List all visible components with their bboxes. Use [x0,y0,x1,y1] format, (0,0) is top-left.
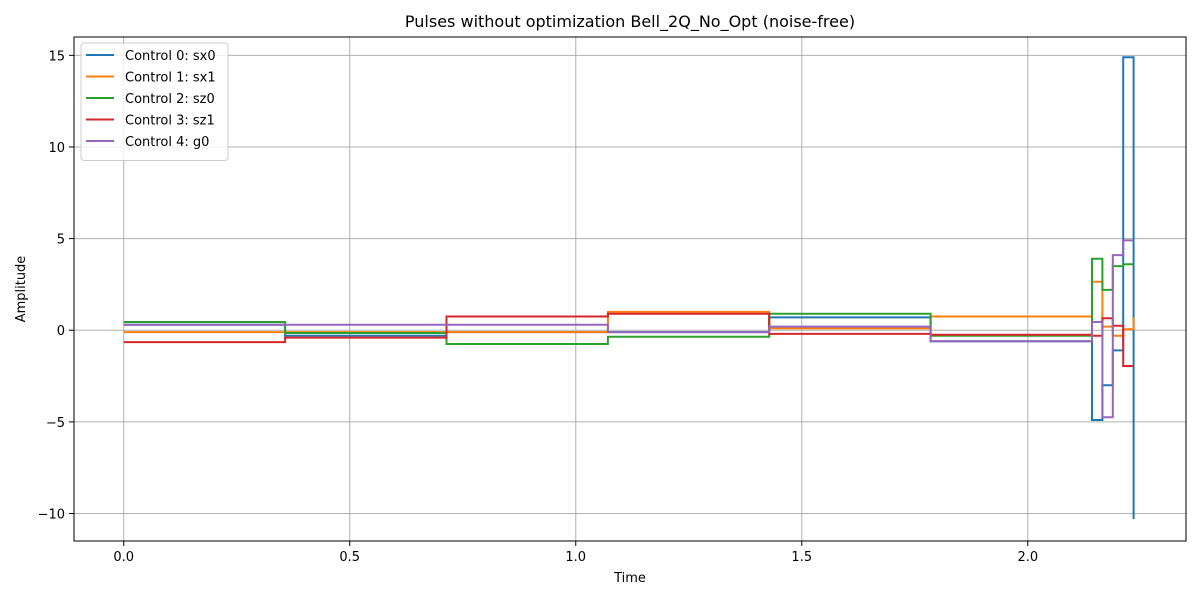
legend: Control 0: sx0 Control 1: sx1 Control 2: s… [80,42,229,161]
chart-title: Pulses without optimization Bell_2Q_No_O… [405,12,855,32]
legend-box [80,42,229,161]
x-axis-label: Time [613,571,646,586]
y-tick-label: 10 [48,141,65,156]
x-tick-label: 1.5 [791,550,812,565]
y-tick-label: −10 [38,508,65,523]
x-tick-label: 0.5 [339,550,360,565]
x-tick-label: 2.0 [1017,550,1038,565]
x-tick-label: 1.0 [565,550,586,565]
x-tick-label: 0.0 [113,550,134,565]
series-line [123,239,1134,419]
y-axis-label: Amplitude [14,256,29,323]
legend-entry-label: Control 3: sz1 [125,114,215,129]
grid [74,37,1186,541]
y-tick-label: −5 [46,416,65,431]
series-layer [123,56,1135,519]
y-tick-label: 5 [57,233,65,248]
y-tick-label: 0 [57,324,65,339]
legend-entry-label: Control 4: g0 [125,135,209,150]
ticks: 0.0 0.5 1.0 1.5 2.0 −10 −5 0 5 10 15 [38,49,1039,565]
legend-entry-label: Control 1: sx1 [125,71,216,86]
y-tick-label: 15 [48,49,65,64]
plot-frame [73,36,1187,542]
legend-entry-label: Control 0: sx0 [125,49,216,64]
legend-entry-label: Control 2: sz0 [125,92,215,107]
